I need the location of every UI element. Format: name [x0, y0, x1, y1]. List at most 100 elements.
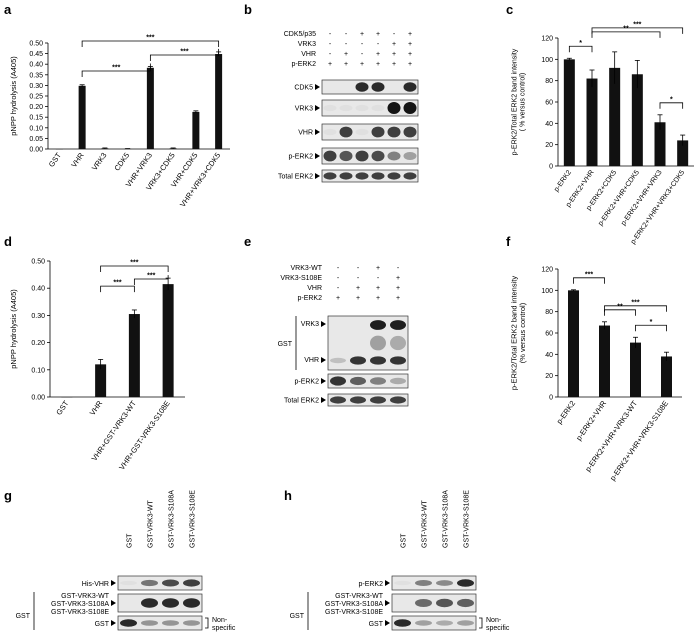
arrow-g-0	[111, 580, 116, 586]
band-e	[370, 396, 386, 404]
band-b	[355, 104, 369, 112]
bar-f-0	[568, 290, 579, 397]
blot-strip-g-1	[117, 593, 203, 613]
condition-label-e-0: VRK3-WT	[291, 265, 323, 272]
bar-c-0	[563, 59, 575, 167]
band-e-gst-vhr	[330, 357, 346, 364]
row-label-b-4: Total ERK2	[278, 174, 313, 181]
y-tick-label-a: 0.30	[29, 83, 43, 90]
row-label-g-4: GST	[95, 621, 110, 628]
row-label-e-gst-vhr: VHR	[304, 357, 319, 364]
condition-label-e-1: VRK3-S108E	[280, 275, 322, 282]
blot-g: GST GST-VRK3-WT GST-VRK3-S108A GST-VRK3-S10…	[16, 490, 236, 632]
y-axis-label-line: (% versus control)	[518, 302, 527, 363]
arrow-g-2	[111, 620, 116, 626]
bar-d-1	[95, 364, 107, 397]
category-label-c-4: p-ERK2+VHR+VRK3	[620, 169, 664, 227]
band-h	[415, 580, 432, 586]
band-e	[370, 377, 386, 385]
arrow-e-gst-vrk3	[321, 321, 326, 327]
bar-a-4	[146, 67, 154, 149]
y-tick-label-f: 80	[545, 309, 553, 316]
chart-c: 0 20 40 60 80 100 120 p-ERK2/Total ERK2 band in…	[512, 21, 694, 246]
y-tick-label-f: 100	[541, 288, 553, 295]
blot-strip-g-0	[117, 575, 203, 591]
condition-sign-e: -	[357, 275, 360, 282]
bar-d-3	[162, 284, 174, 397]
band-e-gst-vhr	[350, 356, 366, 365]
arrow-b-0	[315, 84, 320, 90]
condition-sign-b: +	[408, 61, 412, 68]
condition-sign-e: -	[337, 285, 340, 292]
condition-label-b-3: p-ERK2	[291, 61, 316, 68]
significance-bracket-f-1	[604, 309, 636, 316]
significance-bracket-f-3	[635, 324, 667, 332]
band-g	[162, 598, 179, 608]
band-g	[120, 580, 137, 586]
blot-e: VRK3-WT - - + - VRK3-S108E - - - + VHR - + + + p-ERK2 + +…	[278, 265, 409, 407]
y-tick-label-d: 0.50	[31, 259, 45, 266]
condition-sign-e: +	[376, 265, 380, 272]
significance-label-a-0: ***	[112, 65, 120, 72]
condition-sign-b: +	[376, 51, 380, 58]
blot-strip-h-2	[391, 615, 477, 631]
nonspecific-bracket-h	[479, 617, 483, 629]
band-b	[339, 126, 353, 138]
condition-sign-e: -	[397, 265, 400, 272]
y-tick-label-d: 0.00	[31, 395, 45, 402]
arrow-g-1	[111, 600, 116, 606]
row-label-e-0: p-ERK2	[294, 379, 319, 386]
condition-sign-b: +	[408, 51, 412, 58]
y-tick-label-a: 0.00	[29, 147, 43, 154]
condition-sign-e: -	[337, 275, 340, 282]
band-b	[403, 151, 417, 161]
band-b	[323, 172, 337, 180]
band-b	[355, 172, 369, 180]
condition-sign-b: -	[345, 41, 348, 48]
arrow-e-1	[321, 397, 326, 403]
lane-label-g-2: GST-VRK3-S108A	[169, 490, 176, 548]
category-label-c-0: p-ERK2	[553, 169, 573, 193]
nonspecific-bracket-g	[205, 617, 209, 629]
condition-sign-b: +	[408, 31, 412, 38]
condition-sign-b: +	[344, 51, 348, 58]
y-tick-label-c: 80	[545, 78, 553, 85]
y-tick-label-a: 0.50	[29, 41, 43, 48]
row-label-g-2: GST-VRK3-S108A	[51, 601, 109, 608]
arrow-h-1	[385, 600, 390, 606]
condition-label-b-2: VHR	[301, 51, 316, 58]
band-g	[183, 598, 200, 608]
band-b	[387, 126, 401, 138]
band-b	[387, 102, 401, 114]
condition-sign-e: +	[396, 295, 400, 302]
bar-f-2	[630, 342, 641, 397]
bar-c-3	[631, 74, 643, 166]
band-g	[183, 620, 200, 626]
band-h	[436, 620, 453, 626]
y-tick-label-c: 0	[549, 164, 553, 171]
y-tick-label-a: 0.45	[29, 51, 43, 58]
lane-label-h-2: GST-VRK3-S108A	[443, 490, 450, 548]
condition-sign-e: -	[337, 265, 340, 272]
band-b	[371, 150, 385, 162]
band-e-gst-vrk3	[370, 320, 386, 330]
band-b	[339, 150, 353, 162]
blot-strip-e-0	[327, 373, 409, 389]
y-tick-label-d: 0.10	[31, 367, 45, 374]
condition-sign-b: +	[376, 31, 380, 38]
y-tick-label-d: 0.40	[31, 286, 45, 293]
band-b	[323, 128, 337, 136]
category-label-f-3: p-ERK2+VHR+VRK3-S108E	[608, 399, 670, 482]
condition-sign-e: +	[396, 285, 400, 292]
significance-bracket-f-0	[573, 277, 605, 284]
band-b	[387, 172, 401, 180]
y-tick-label-a: 0.05	[29, 136, 43, 143]
band-b	[403, 82, 417, 92]
significance-bracket-d-2	[133, 275, 169, 285]
condition-sign-b: -	[329, 51, 332, 58]
bar-c-5	[677, 140, 689, 166]
category-label-f-2: p-ERK2+VHR+VRK3-WT	[583, 399, 639, 474]
panel-letter-g: g	[4, 488, 12, 503]
lane-label-h-1: GST-VRK3-WT	[422, 499, 429, 548]
y-tick-label-a: 0.20	[29, 104, 43, 111]
